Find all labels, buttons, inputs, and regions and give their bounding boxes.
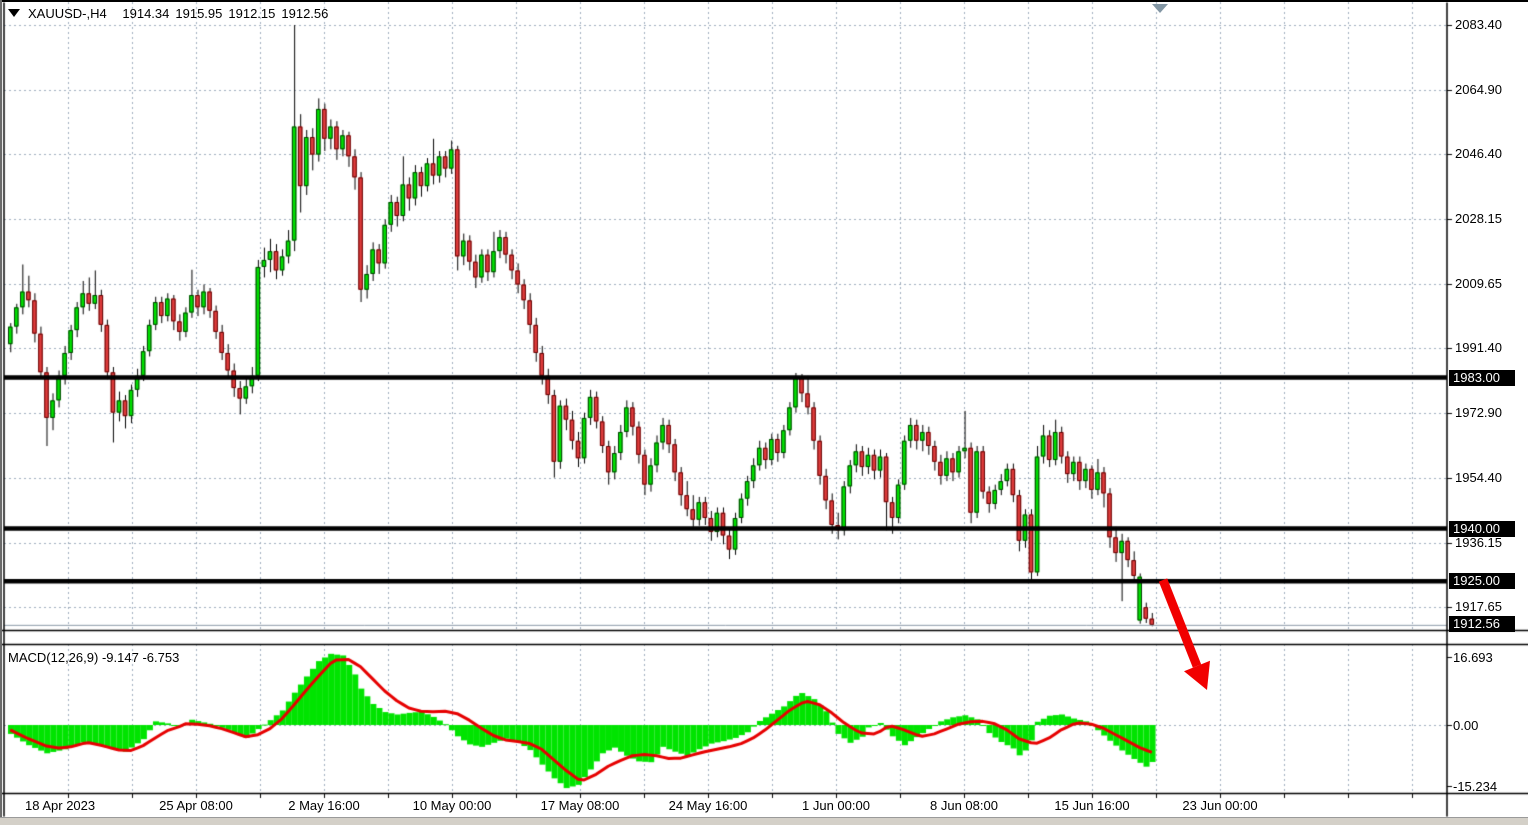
- macd-axis-label: 0.00: [1453, 718, 1479, 733]
- chart-shift-marker-icon[interactable]: [1152, 4, 1168, 13]
- time-axis-label: 17 May 08:00: [540, 798, 620, 813]
- macd-axis-label: 16.693: [1453, 650, 1493, 665]
- macd-axis-label: -15.234: [1453, 779, 1498, 794]
- time-axis-label: 15 Jun 16:00: [1054, 798, 1130, 813]
- window-border-left: [0, 0, 2, 825]
- price-axis-tag: 1912.56: [1449, 616, 1515, 632]
- price-axis-label: 2064.90: [1455, 82, 1502, 97]
- price-axis-label: 2028.15: [1455, 211, 1502, 226]
- time-axis-label: 2 May 16:00: [288, 798, 360, 813]
- macd-signal-value: -6.753: [142, 650, 180, 665]
- time-axis-label: 10 May 00:00: [412, 798, 492, 813]
- chart-title: XAUUSD-,H4 1914.34 1915.95 1912.15 1912.56: [8, 5, 328, 21]
- price-axis-label: 1991.40: [1455, 340, 1502, 355]
- price-axis-tag: 1940.00: [1449, 521, 1515, 537]
- macd-indicator-label: MACD(12,26,9) -9.147 -6.753: [8, 650, 180, 665]
- chart-menu-icon: [8, 9, 20, 17]
- time-axis-label: 18 Apr 2023: [25, 798, 96, 813]
- price-axis-label: 1972.90: [1455, 405, 1502, 420]
- close-value: 1912.56: [281, 5, 329, 21]
- downtrend-arrow[interactable]: [1140, 570, 1230, 700]
- price-axis-label: 1917.65: [1455, 599, 1502, 614]
- low-value: 1912.15: [228, 5, 276, 21]
- window-border-top: [0, 0, 1528, 2]
- price-axis-tag: 1925.00: [1449, 573, 1515, 589]
- time-axis-label: 24 May 16:00: [668, 798, 748, 813]
- open-value: 1914.34: [122, 5, 170, 21]
- price-axis-tag: 1983.00: [1449, 370, 1515, 386]
- time-axis-label: 1 Jun 00:00: [802, 798, 870, 813]
- price-axis-label: 1954.40: [1455, 470, 1502, 485]
- symbol-period-label: XAUUSD-,H4: [28, 5, 107, 21]
- price-axis-label: 2046.40: [1455, 146, 1502, 161]
- time-axis-label: 23 Jun 00:00: [1182, 798, 1258, 813]
- window-bottom-strip: [0, 817, 1528, 825]
- price-axis-label: 2083.40: [1455, 17, 1502, 32]
- macd-value: -9.147: [101, 650, 139, 665]
- time-axis-label: 8 Jun 08:00: [930, 798, 998, 813]
- price-axis-label: 1936.15: [1455, 535, 1502, 550]
- time-axis-label: 25 Apr 08:00: [159, 798, 233, 813]
- high-value: 1915.95: [175, 5, 223, 21]
- price-axis-label: 2009.65: [1455, 276, 1502, 291]
